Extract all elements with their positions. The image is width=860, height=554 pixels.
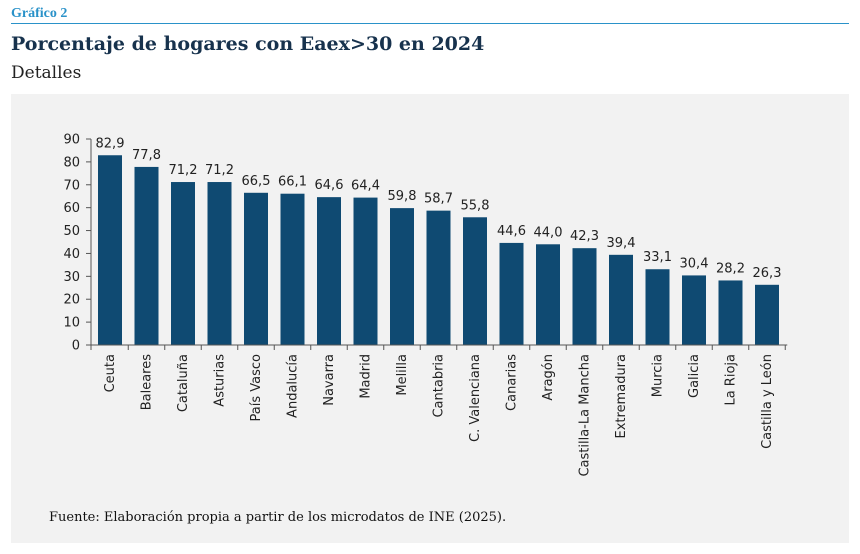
y-tick-label: 90 [63, 133, 80, 148]
x-tick-label: Castilla y León [760, 354, 775, 449]
x-axis: Ceuta Baleares Cataluña Asturias País Vasco A… [90, 344, 788, 477]
bar [645, 269, 670, 345]
y-axis: 0 10 20 30 40 50 60 70 80 90 [63, 133, 92, 354]
bar [207, 182, 232, 345]
value-label: 59,8 [388, 189, 417, 204]
value-label: 66,1 [278, 175, 307, 190]
value-label: 82,9 [96, 136, 125, 151]
bar [390, 208, 414, 345]
value-label: 26,3 [753, 266, 782, 281]
x-tick-label: Navarra [322, 354, 337, 406]
bar [171, 182, 195, 345]
chart-title: Porcentaje de hogares con Eaex>30 en 202… [11, 33, 485, 55]
bar [317, 197, 341, 345]
x-tick-label: Cantabria [432, 354, 447, 418]
value-label: 44,0 [534, 225, 563, 240]
x-tick-label: Galicia [687, 354, 702, 398]
bar [718, 280, 743, 345]
source-note: Fuente: Elaboración propia a partir de l… [49, 510, 507, 525]
value-label: 77,8 [132, 148, 161, 163]
x-tick-label: Cataluña [176, 354, 191, 412]
y-tick-label: 50 [63, 224, 80, 239]
chart-number-label: Gráfico 2 [11, 6, 68, 21]
value-label: 64,6 [315, 178, 344, 193]
bars [98, 155, 779, 345]
bar [682, 275, 706, 345]
x-tick-label: Andalucía [286, 354, 301, 418]
value-label: 39,4 [607, 236, 636, 251]
x-tick-label: Asturias [213, 354, 228, 407]
bar [426, 210, 451, 345]
y-tick-label: 80 [63, 155, 80, 170]
bar [280, 193, 305, 345]
bar [755, 284, 779, 345]
y-tick-label: 30 [63, 270, 80, 285]
y-tick-label: 40 [63, 247, 80, 262]
value-label: 64,4 [351, 179, 380, 194]
bar [244, 192, 268, 345]
x-tick-label: Canarias [505, 354, 520, 411]
bar [98, 155, 122, 345]
x-tick-label: Melilla [395, 354, 410, 396]
x-tick-label: País Vasco [249, 354, 264, 422]
x-tick-label: La Rioja [724, 354, 739, 406]
header-divider [11, 23, 849, 24]
bar [353, 197, 378, 345]
x-tick-label: Murcia [651, 354, 666, 397]
bar [609, 254, 633, 345]
value-label: 55,8 [461, 198, 490, 213]
bar [536, 244, 560, 345]
value-label: 33,1 [643, 250, 672, 265]
value-label: 44,6 [497, 224, 526, 239]
x-tick-label: Aragón [541, 354, 556, 401]
bar [499, 242, 524, 345]
x-tick-label: Ceuta [103, 354, 118, 392]
value-label: 28,2 [716, 261, 745, 276]
value-label: 58,7 [424, 192, 453, 207]
value-label: 71,2 [169, 163, 198, 178]
y-tick-label: 60 [63, 201, 80, 216]
bar [463, 217, 487, 345]
x-tick-label: Extremadura [614, 354, 629, 439]
x-tick-label: Baleares [140, 354, 155, 411]
y-tick-label: 20 [63, 293, 80, 308]
x-tick-label: Madrid [359, 354, 374, 399]
chart-subtitle: Detalles [11, 63, 82, 83]
x-tick-label: Castilla-La Mancha [578, 354, 593, 477]
y-tick-label: 70 [63, 178, 80, 193]
bar [134, 166, 159, 345]
value-label: 71,2 [205, 163, 234, 178]
value-label: 42,3 [570, 229, 599, 244]
y-tick-label: 10 [63, 316, 80, 331]
value-label: 66,5 [242, 174, 271, 189]
y-tick-label: 0 [72, 339, 80, 354]
x-tick-label: C. Valenciana [468, 354, 483, 442]
value-labels: 82,9 77,8 71,2 71,2 66,5 66,1 64,6 64,4 59,8 58,7… [96, 136, 782, 281]
value-label: 30,4 [680, 256, 709, 271]
bar [572, 248, 597, 345]
